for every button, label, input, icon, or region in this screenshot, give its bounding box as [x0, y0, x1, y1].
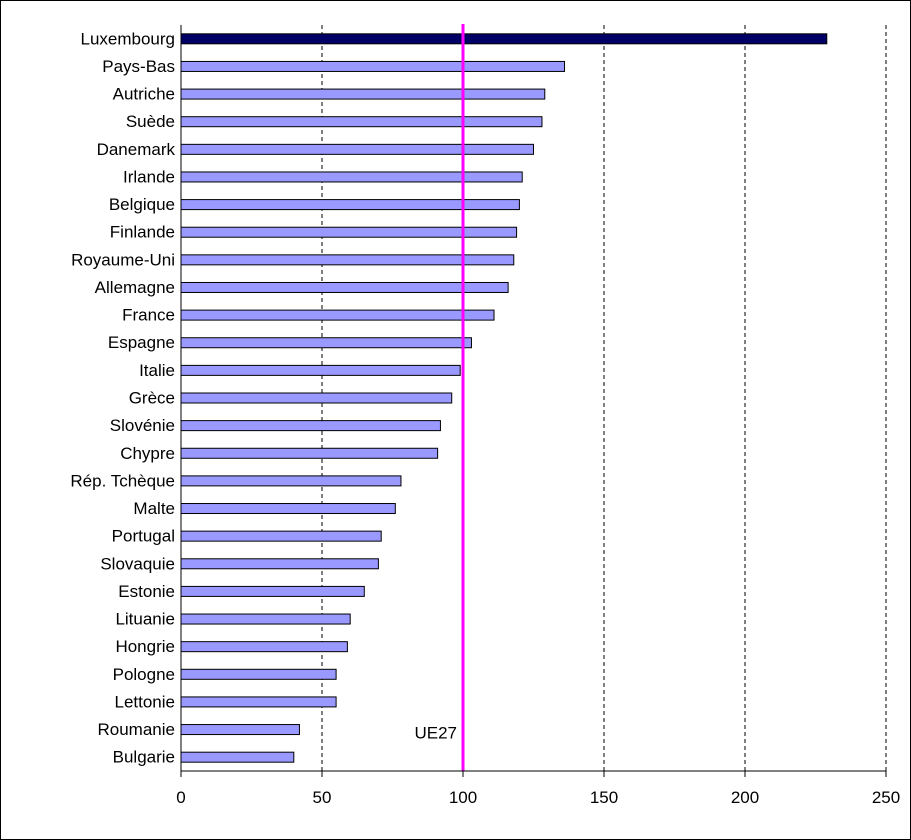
category-label: Lettonie	[115, 692, 176, 711]
bars	[180, 33, 828, 763]
category-label: Allemagne	[95, 278, 175, 297]
bar-r-p-tch-que	[180, 475, 402, 487]
x-tick-label: 100	[449, 788, 477, 807]
bar-danemark	[180, 143, 534, 155]
category-label: Estonie	[118, 582, 175, 601]
bar-estonie	[180, 585, 365, 597]
bar-autriche	[180, 88, 546, 100]
bar-luxembourg	[180, 33, 828, 45]
category-label: Roumanie	[98, 720, 176, 739]
category-label: Bulgarie	[113, 748, 175, 767]
x-tick-label: 150	[590, 788, 618, 807]
bar-pays-bas	[180, 60, 566, 72]
bar-france	[180, 309, 495, 321]
bar-roumanie	[180, 724, 300, 736]
category-label: Luxembourg	[80, 29, 175, 48]
category-labels: Luxembourg Pays-Bas Autriche Suède Danemark I…	[70, 29, 175, 766]
bar-slov-nie	[180, 420, 441, 432]
x-tick-labels: 0 50 100 150 200 250	[176, 788, 900, 807]
category-label: Lituanie	[115, 610, 175, 629]
bar-portugal	[180, 530, 382, 542]
category-label: Italie	[139, 361, 175, 380]
bar-gr-ce	[180, 392, 453, 404]
category-label: Slovaquie	[100, 554, 175, 573]
axes	[180, 25, 887, 777]
category-label: France	[122, 306, 175, 325]
category-label: Autriche	[113, 85, 175, 104]
category-label: Espagne	[108, 333, 175, 352]
category-label: Suède	[126, 112, 175, 131]
x-tick-label: 250	[872, 788, 900, 807]
category-label: Danemark	[97, 140, 176, 159]
category-label: Hongrie	[115, 637, 175, 656]
category-label: Pays-Bas	[102, 57, 175, 76]
x-tick-label: 0	[176, 788, 185, 807]
x-tick-label: 50	[313, 788, 332, 807]
category-label: Grèce	[129, 389, 175, 408]
bar-malte	[180, 503, 396, 515]
bar-su-de	[180, 116, 543, 128]
category-label: Chypre	[120, 444, 175, 463]
category-label: Irlande	[123, 167, 175, 186]
bar-italie	[180, 364, 461, 376]
bar-allemagne	[180, 281, 509, 293]
category-label: Finlande	[110, 223, 175, 242]
category-label: Royaume-Uni	[71, 250, 175, 269]
bar-finlande	[180, 226, 518, 238]
bar-lituanie	[180, 613, 351, 625]
category-label: Slovénie	[110, 416, 175, 435]
bar-irlande	[180, 171, 523, 183]
category-label: Rép. Tchèque	[70, 471, 175, 490]
bar-belgique	[180, 199, 520, 211]
bar-espagne	[180, 337, 472, 349]
category-label: Belgique	[109, 195, 175, 214]
reference-line-group: UE27	[414, 24, 465, 771]
bar-slovaquie	[180, 558, 379, 570]
bar-lettonie	[180, 696, 337, 708]
reference-line-label: UE27	[414, 724, 457, 743]
category-label: Malte	[133, 499, 175, 518]
x-tick-label: 200	[731, 788, 759, 807]
bar-pologne	[180, 668, 337, 680]
category-label: Pologne	[113, 665, 175, 684]
bar-chypre	[180, 447, 439, 459]
bar-bulgarie	[180, 751, 295, 763]
bar-hongrie	[180, 641, 348, 653]
category-label: Portugal	[112, 527, 175, 546]
